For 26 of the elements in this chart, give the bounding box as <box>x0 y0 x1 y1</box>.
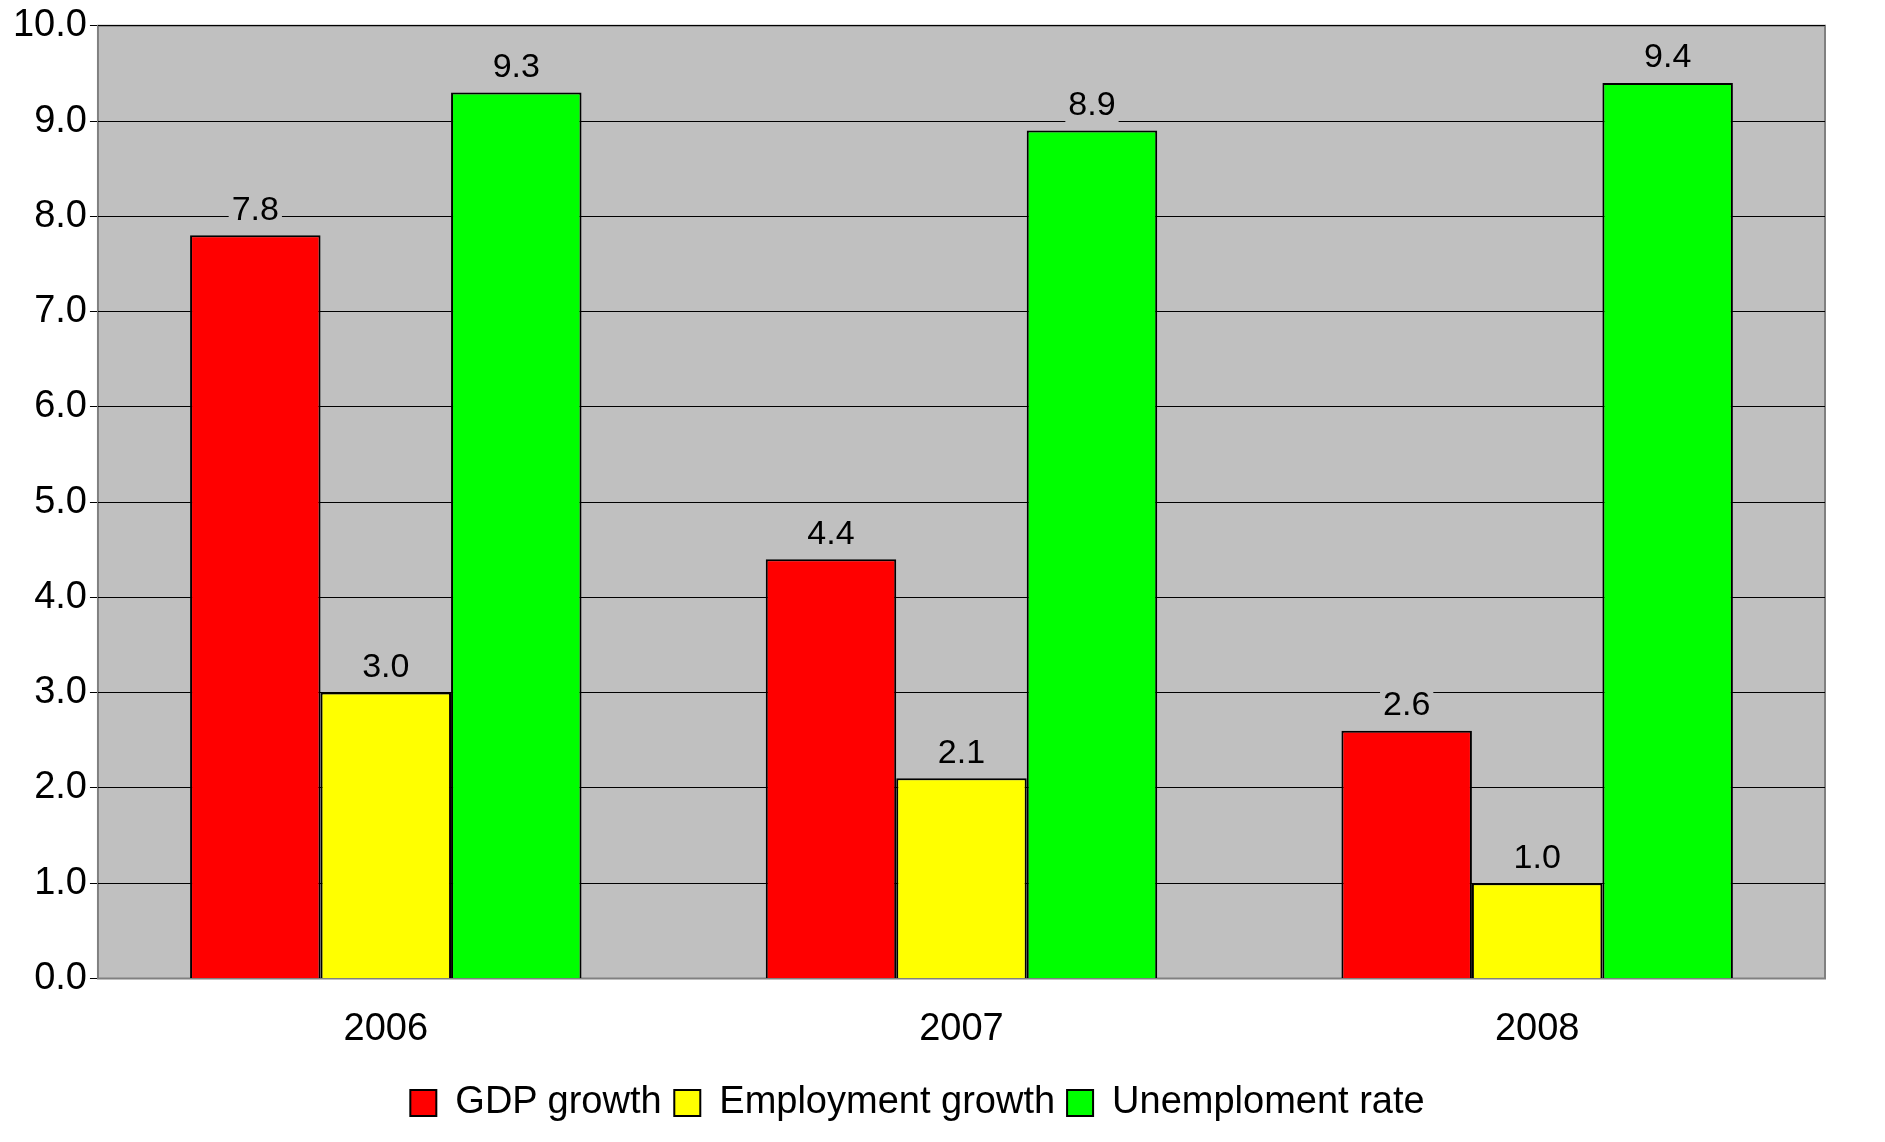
y-tick-label: 3.0 <box>34 669 87 712</box>
data-label: 9.3 <box>492 45 540 84</box>
legend-label: Unemploment rate <box>1112 1079 1425 1122</box>
y-tick-label: 0.0 <box>34 954 87 997</box>
y-tick-label: 1.0 <box>34 859 87 902</box>
y-tick-label: 7.0 <box>34 288 87 331</box>
y-tick-label: 5.0 <box>34 478 87 521</box>
data-label: 1.0 <box>1513 836 1561 875</box>
x-tick-label: 2006 <box>343 1005 429 1048</box>
legend-label: GDP growth <box>455 1079 662 1122</box>
y-tick-label: 10.0 <box>12 2 87 45</box>
x-tick-label: 2008 <box>1494 1005 1580 1048</box>
y-tick-label: 8.0 <box>34 192 87 235</box>
data-label: 3.0 <box>362 645 410 684</box>
data-label: 2.6 <box>1383 684 1431 723</box>
data-label: 2.1 <box>937 731 986 770</box>
data-label: 8.9 <box>1068 83 1116 122</box>
data-label: 7.8 <box>231 188 279 227</box>
data-label: 9.4 <box>1644 36 1692 75</box>
x-tick-label: 2007 <box>919 1005 1004 1048</box>
y-tick-label: 2.0 <box>34 764 87 807</box>
y-tick-label: 9.0 <box>34 97 87 140</box>
y-tick-label: 6.0 <box>34 383 87 426</box>
data-label: 4.4 <box>807 512 855 551</box>
legend-label: Employment growth <box>719 1079 1056 1122</box>
y-tick-label: 4.0 <box>34 573 87 616</box>
